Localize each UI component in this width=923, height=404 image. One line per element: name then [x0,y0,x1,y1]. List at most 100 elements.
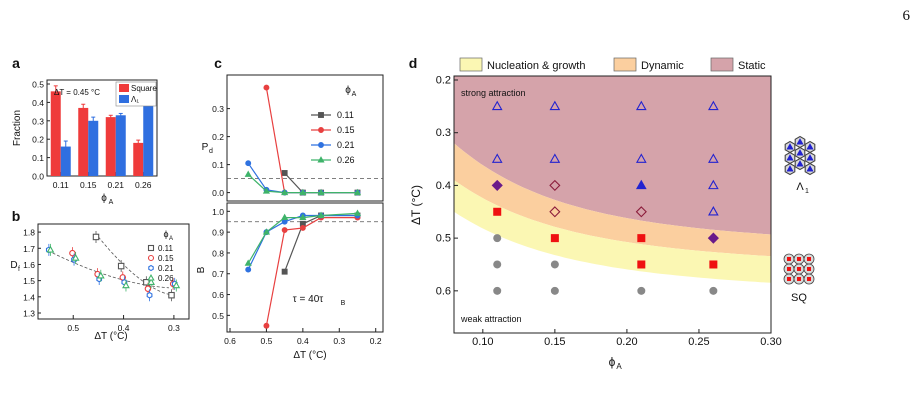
bar-square [133,142,144,176]
panel-c-top-ytick-label: 0.3 [212,104,224,114]
panel-c-bottom-ytick-label: 1.0 [212,207,224,217]
phase-point-tri-open [708,179,719,190]
lambda-cluster-triangle [786,154,794,161]
panel-c-pd-point-0.15 [263,84,270,91]
panel-d-ytick-label: 0.6 [436,285,451,297]
panel-c-pd-point-0.11 [281,170,288,176]
panel-c-legend-label: 0.21 [337,140,355,150]
panel-a-letter: a [12,55,20,71]
phase-point-tri-open [491,100,503,111]
panel-c-b-point-0.15 [263,322,270,329]
phase-point-tri-open [708,100,719,111]
phase-point-dia-open [635,206,647,218]
panel-c-legend-marker [317,156,325,163]
panel-b-xtick-label: 0.3 [168,323,180,333]
phase-point-sq-red [637,234,646,243]
panel-c-top-ytick-label: 0.1 [212,160,224,170]
panel-b-legend-title-sub: A [169,236,173,242]
panel-a-ytick-label: 0.5 [32,80,44,90]
panel-c-pd-point-0.26 [317,188,325,196]
panel-c-xtick-label: 0.4 [297,336,309,346]
panel-c-pd-point-0.26 [281,188,289,196]
panel-c-pd-point-0.26 [353,188,362,196]
panel-b-legend-label: 0.11 [158,244,174,253]
lambda-cluster-triangle [786,165,794,172]
legend-square-label: Square [131,84,157,93]
phase-point-circle-grey [550,260,559,269]
phase-point-tri-fill [635,179,647,190]
panel-b-point-0.11 [168,291,175,299]
panel-d-xtick-label: 0.20 [616,336,637,348]
panel-c-legend-label: 0.11 [337,110,354,120]
panel-b-legend-marker [147,274,155,281]
panel-c-bottom-ytick-label: 0.9 [212,228,224,238]
panel-d-ytick-label: 0.3 [436,127,451,139]
panel-d-legend-swatch [613,57,637,72]
square-cluster-square [807,257,811,261]
panel-a-xtick-label: 0.11 [53,180,69,190]
region-label-strong: strong attraction [461,88,526,98]
panel-a-ylabel: Fraction [12,110,23,146]
region-static [454,76,771,235]
panel-c-top-ytick-label: 0.0 [212,188,224,198]
panel-a-frame [46,79,158,177]
panel-c-letter: c [214,55,222,71]
region-label-weak: weak attraction [460,314,522,324]
panel-c-legend-label: 0.15 [337,125,355,135]
lambda-cluster-triangle [806,165,814,172]
phase-point-dia-fill [491,179,503,192]
panel-b-point-0.26 [122,281,130,289]
lambda-cluster-triangle [806,154,814,161]
panel-b-legend-marker [147,254,155,262]
panel-c-legend-label: 0.26 [337,155,355,165]
phase-point-circle-grey [493,286,502,295]
panel-b-point-0.26 [147,278,156,285]
panel-c-pd-point-0.26 [299,188,307,196]
phase-point-tri-open [491,153,503,163]
square-cluster-square [797,277,801,281]
panel-d-ytick-label: 0.5 [436,233,451,245]
square-cluster-square [797,257,801,261]
panel-d-xlabel-sub: A [616,362,622,371]
panel-b-legend-marker [148,264,154,272]
panel-c-legend-marker [318,127,324,133]
panel-c-b-point-0.26 [281,213,289,221]
phase-point-tri-open [549,153,561,163]
panel-d-xtick-label: 0.10 [472,336,493,348]
panel-a-ytick-label: 0.4 [32,98,44,108]
panel-a-ytick-label: 0.3 [32,116,44,126]
panel-d-legend-swatch [459,57,483,72]
panel-b-ytick-label: 1.5 [23,276,35,286]
phase-point-tri-open [635,153,647,163]
panel-d-legend-label: Nucleation & growth [487,60,585,72]
panel-c-xtick-label: 0.6 [224,336,236,346]
panel-c-xtick-label: 0.5 [261,336,273,346]
panel-a-ytick-label: 0.2 [32,135,44,145]
square-cluster-square [807,277,811,281]
panel-c-b-line-0.15 [265,217,358,326]
panel-c-b-point-0.26 [353,209,362,216]
panel-d-xtick-label: 0.15 [544,336,565,348]
square-cluster-square [797,267,801,271]
legend-lambda-label: Λ₁ [131,95,139,104]
panel-b-point-0.26 [46,245,55,253]
panel-b-legend-label: 0.15 [158,254,174,263]
lambda-cluster-triangle [796,160,804,167]
panel-b-point-0.26 [96,271,105,279]
phase-point-tri-open [635,100,647,111]
panel-c-bottom-ytick-label: 0.6 [212,290,224,300]
panel-c-xtick-label: 0.2 [370,336,382,346]
panel-d-ylabel: ΔT (°C) [409,185,423,225]
panel-b-point-0.11 [117,262,125,270]
panel-b-ytick-label: 1.4 [23,292,35,302]
panel-b-xtick-label: 0.5 [67,323,79,333]
legend-lambda-swatch [119,95,129,103]
panel-c-legend-marker [318,142,324,148]
panel-b-guide-curve [98,236,170,295]
panel-b-point-0.21 [146,291,153,299]
panel-c-legend-title-sub: A [352,91,357,98]
panel-c-bottom-ytick-label: 0.7 [212,269,224,279]
panel-c-legend-marker [318,112,324,118]
panel-d-xtick-label: 0.25 [688,336,709,348]
phase-point-dia-open [549,206,561,218]
